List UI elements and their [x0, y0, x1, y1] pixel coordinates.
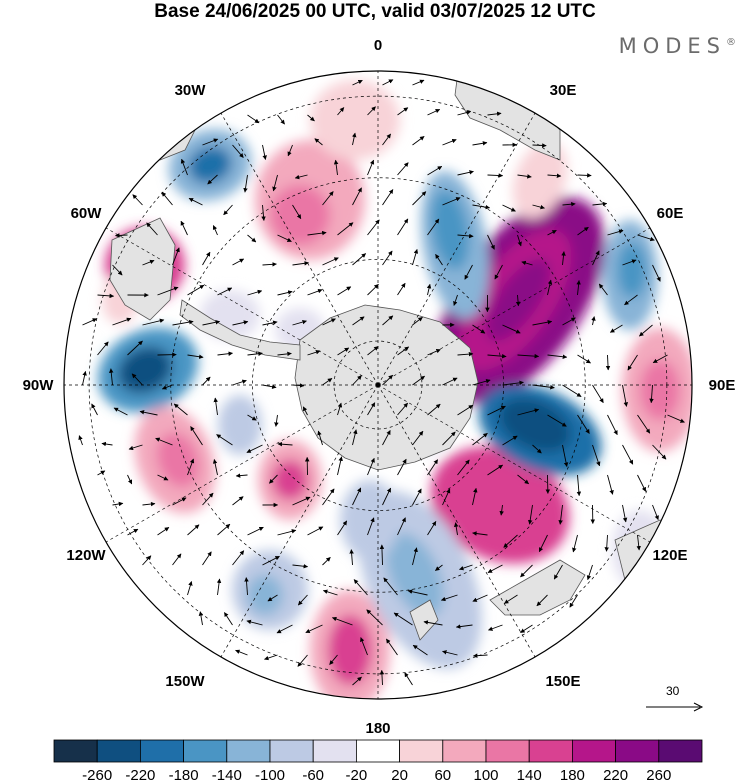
colorbar-swatch — [226, 739, 271, 763]
colorbar-swatch — [485, 739, 530, 763]
colorbar-swatch — [355, 739, 400, 763]
colorbar-tick-label: 60 — [434, 767, 451, 783]
vector-reference-label: 30 — [666, 684, 680, 698]
longitude-label: 30E — [550, 82, 577, 99]
brand-text: MODES — [618, 34, 726, 58]
colorbar-tick-label: -60 — [302, 767, 324, 783]
colorbar-swatch — [53, 739, 98, 763]
map-title: Base 24/06/2025 00 UTC, valid 03/07/2025… — [154, 1, 596, 22]
longitude-label: 180 — [365, 720, 390, 735]
colorbar-swatch — [183, 739, 228, 763]
colorbar-tick-label: 260 — [646, 767, 671, 783]
colorbar-tick-label: -220 — [125, 767, 155, 783]
brand-mark: ® — [726, 37, 736, 48]
colorbar-tick-label: 220 — [603, 767, 628, 783]
colorbar-tick-label: -180 — [169, 767, 199, 783]
colorbar-tick-label: 20 — [391, 767, 408, 783]
modes-logo: MODES® — [619, 34, 736, 58]
colorbar-swatch — [528, 739, 573, 763]
longitude-labels: 0 30E 60E 90E 120E 150E 180 150W 120W 90W 60W 30W — [23, 37, 736, 735]
longitude-label: 120E — [652, 547, 687, 564]
longitude-label: 90W — [23, 377, 55, 394]
longitude-label: 60E — [657, 205, 684, 222]
longitude-label: 60W — [71, 205, 103, 222]
colorbar-swatch — [312, 739, 357, 763]
colorbar-swatch — [658, 739, 703, 763]
wind-vectors — [78, 79, 685, 686]
colorbar-tick-label: 180 — [560, 767, 585, 783]
colorbar-tick-label: -100 — [255, 767, 285, 783]
longitude-label: 150E — [545, 673, 580, 690]
longitude-label: 90E — [709, 377, 736, 394]
landmasses — [109, 71, 692, 641]
map-border — [63, 70, 693, 700]
colorbar-tick-label: -20 — [346, 767, 368, 783]
colorbar-tick-label: 100 — [473, 767, 498, 783]
colorbar-swatch — [139, 739, 184, 763]
longitude-label: 0 — [374, 37, 382, 54]
longitude-label: 150W — [165, 673, 205, 690]
colorbar-tick-label: -260 — [82, 767, 112, 783]
colorbar: -260 -220 -180 -140 -100 -60 -20 20 60 100 140 180 2… — [53, 739, 703, 783]
south-pole-marker — [375, 382, 381, 388]
polar-map: 0 30E 60E 90E 120E 150E 180 150W 120W 90W 60W 30W — [23, 37, 736, 735]
longitude-label: 30W — [175, 82, 207, 99]
colorbar-swatch — [269, 739, 314, 763]
vector-reference-arrow — [646, 702, 704, 712]
longitude-label: 120W — [66, 547, 106, 564]
colorbar-tick-label: -140 — [212, 767, 242, 783]
colorbar-swatch — [399, 739, 444, 763]
colorbar-swatch — [96, 739, 141, 763]
colorbar-swatch — [572, 739, 617, 763]
colorbar-swatch — [442, 739, 487, 763]
colorbar-tick-label: 140 — [517, 767, 542, 783]
colorbar-swatch — [615, 739, 660, 763]
